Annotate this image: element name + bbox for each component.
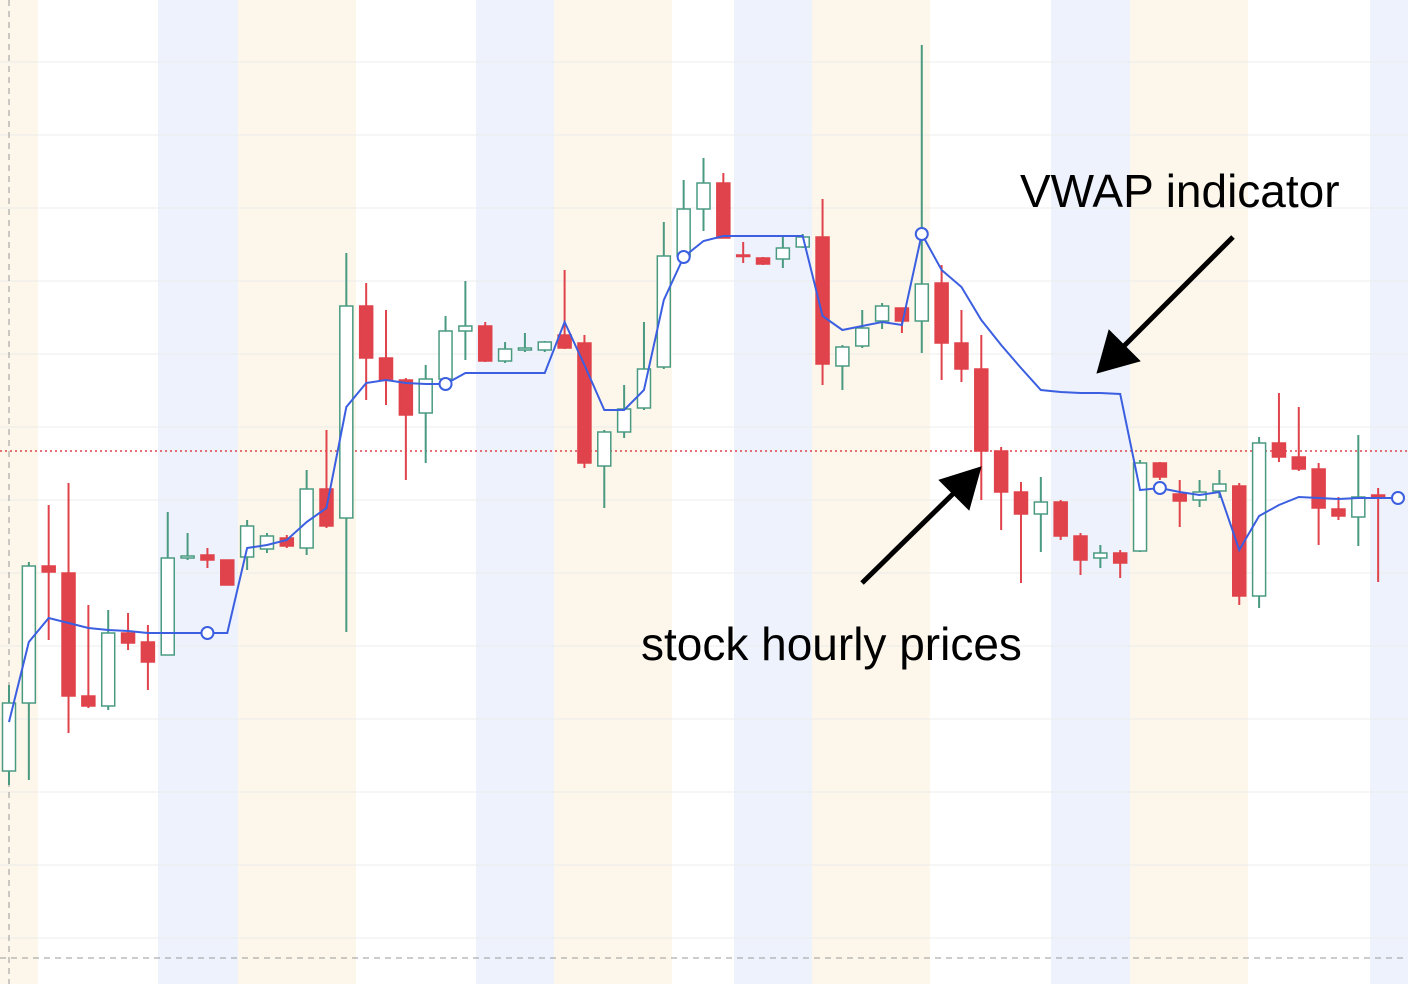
candle-body [1093, 552, 1108, 559]
candle-body [259, 535, 275, 550]
candle-body [597, 431, 612, 467]
candle-body [993, 450, 1009, 493]
candle-body [239, 525, 255, 558]
annotation: stock hourly prices [641, 618, 1022, 670]
arrow [860, 485, 962, 585]
candle-body [1, 702, 17, 772]
band [1370, 0, 1408, 984]
candle-body [1112, 552, 1128, 564]
candle-body [974, 368, 989, 452]
candle-body [398, 379, 414, 416]
candle-body [954, 342, 969, 370]
candle-body [716, 182, 731, 239]
band [476, 0, 554, 984]
candle-body [1033, 501, 1049, 515]
band [734, 0, 812, 984]
candle-body [120, 632, 136, 644]
candle-body [220, 559, 235, 586]
candle-body [140, 641, 156, 663]
candle-body [1073, 535, 1088, 561]
candle-body [21, 565, 37, 704]
candle-body [1053, 501, 1068, 537]
candle-body [537, 341, 553, 351]
candle-body [1013, 491, 1029, 515]
candle-body [616, 408, 632, 433]
band [0, 0, 38, 984]
vwap-marker [914, 227, 929, 241]
candle-body [438, 330, 453, 380]
vwap-marker [1391, 491, 1405, 505]
candle-body [477, 325, 493, 362]
candle-body [358, 305, 374, 359]
arrow [1116, 235, 1235, 354]
candle-body [676, 208, 691, 257]
candle-body [1291, 456, 1307, 470]
vwap-marker [676, 250, 691, 264]
candle-body [41, 565, 56, 573]
candle-body [200, 554, 215, 561]
candle-body [378, 357, 394, 381]
candle-body [735, 254, 751, 258]
candle-body [577, 342, 592, 464]
candle-body [934, 282, 949, 344]
candle-body [458, 325, 473, 332]
candle-body [835, 346, 850, 367]
candle-body [1232, 485, 1247, 597]
vwap-marker [438, 377, 453, 391]
arrow-head [1096, 329, 1141, 374]
band [554, 0, 672, 984]
annotation: VWAP indicator [1020, 165, 1340, 217]
candle-body [557, 334, 572, 349]
candle-body [815, 236, 830, 365]
candle-body [1311, 468, 1326, 509]
band [812, 0, 930, 984]
candles [0, 45, 1408, 785]
candle-body [854, 327, 870, 347]
candle-body [1212, 483, 1227, 492]
vwap-marker [200, 626, 215, 640]
band [1051, 0, 1130, 984]
candle-body [497, 348, 513, 362]
candle-body [1351, 496, 1366, 518]
candle-body [81, 695, 96, 707]
candle-body [1152, 462, 1168, 478]
candle-body [61, 572, 76, 697]
candle-body [874, 305, 890, 322]
candle-body [517, 347, 533, 351]
candle-body [1331, 508, 1346, 517]
band [158, 0, 238, 984]
candle-body [100, 632, 116, 707]
candle-body [914, 283, 930, 322]
arrows [860, 235, 1235, 585]
band [1130, 0, 1248, 984]
candle-body [1271, 442, 1287, 458]
candle-body [775, 247, 791, 260]
grid [0, 61, 1408, 939]
vwap-marker [1152, 481, 1167, 495]
candle-body [696, 182, 711, 210]
arrow-head [938, 466, 982, 511]
candle-body [160, 557, 175, 656]
candle-body [1370, 494, 1386, 498]
candle-body [1251, 442, 1267, 597]
band [238, 0, 356, 984]
candle-body [180, 555, 195, 559]
candle-body [656, 255, 672, 368]
candle-body [1132, 462, 1148, 552]
candle-body [894, 307, 910, 322]
candle-body [418, 378, 433, 414]
candle-body [1172, 493, 1187, 502]
candle-body [755, 257, 771, 265]
